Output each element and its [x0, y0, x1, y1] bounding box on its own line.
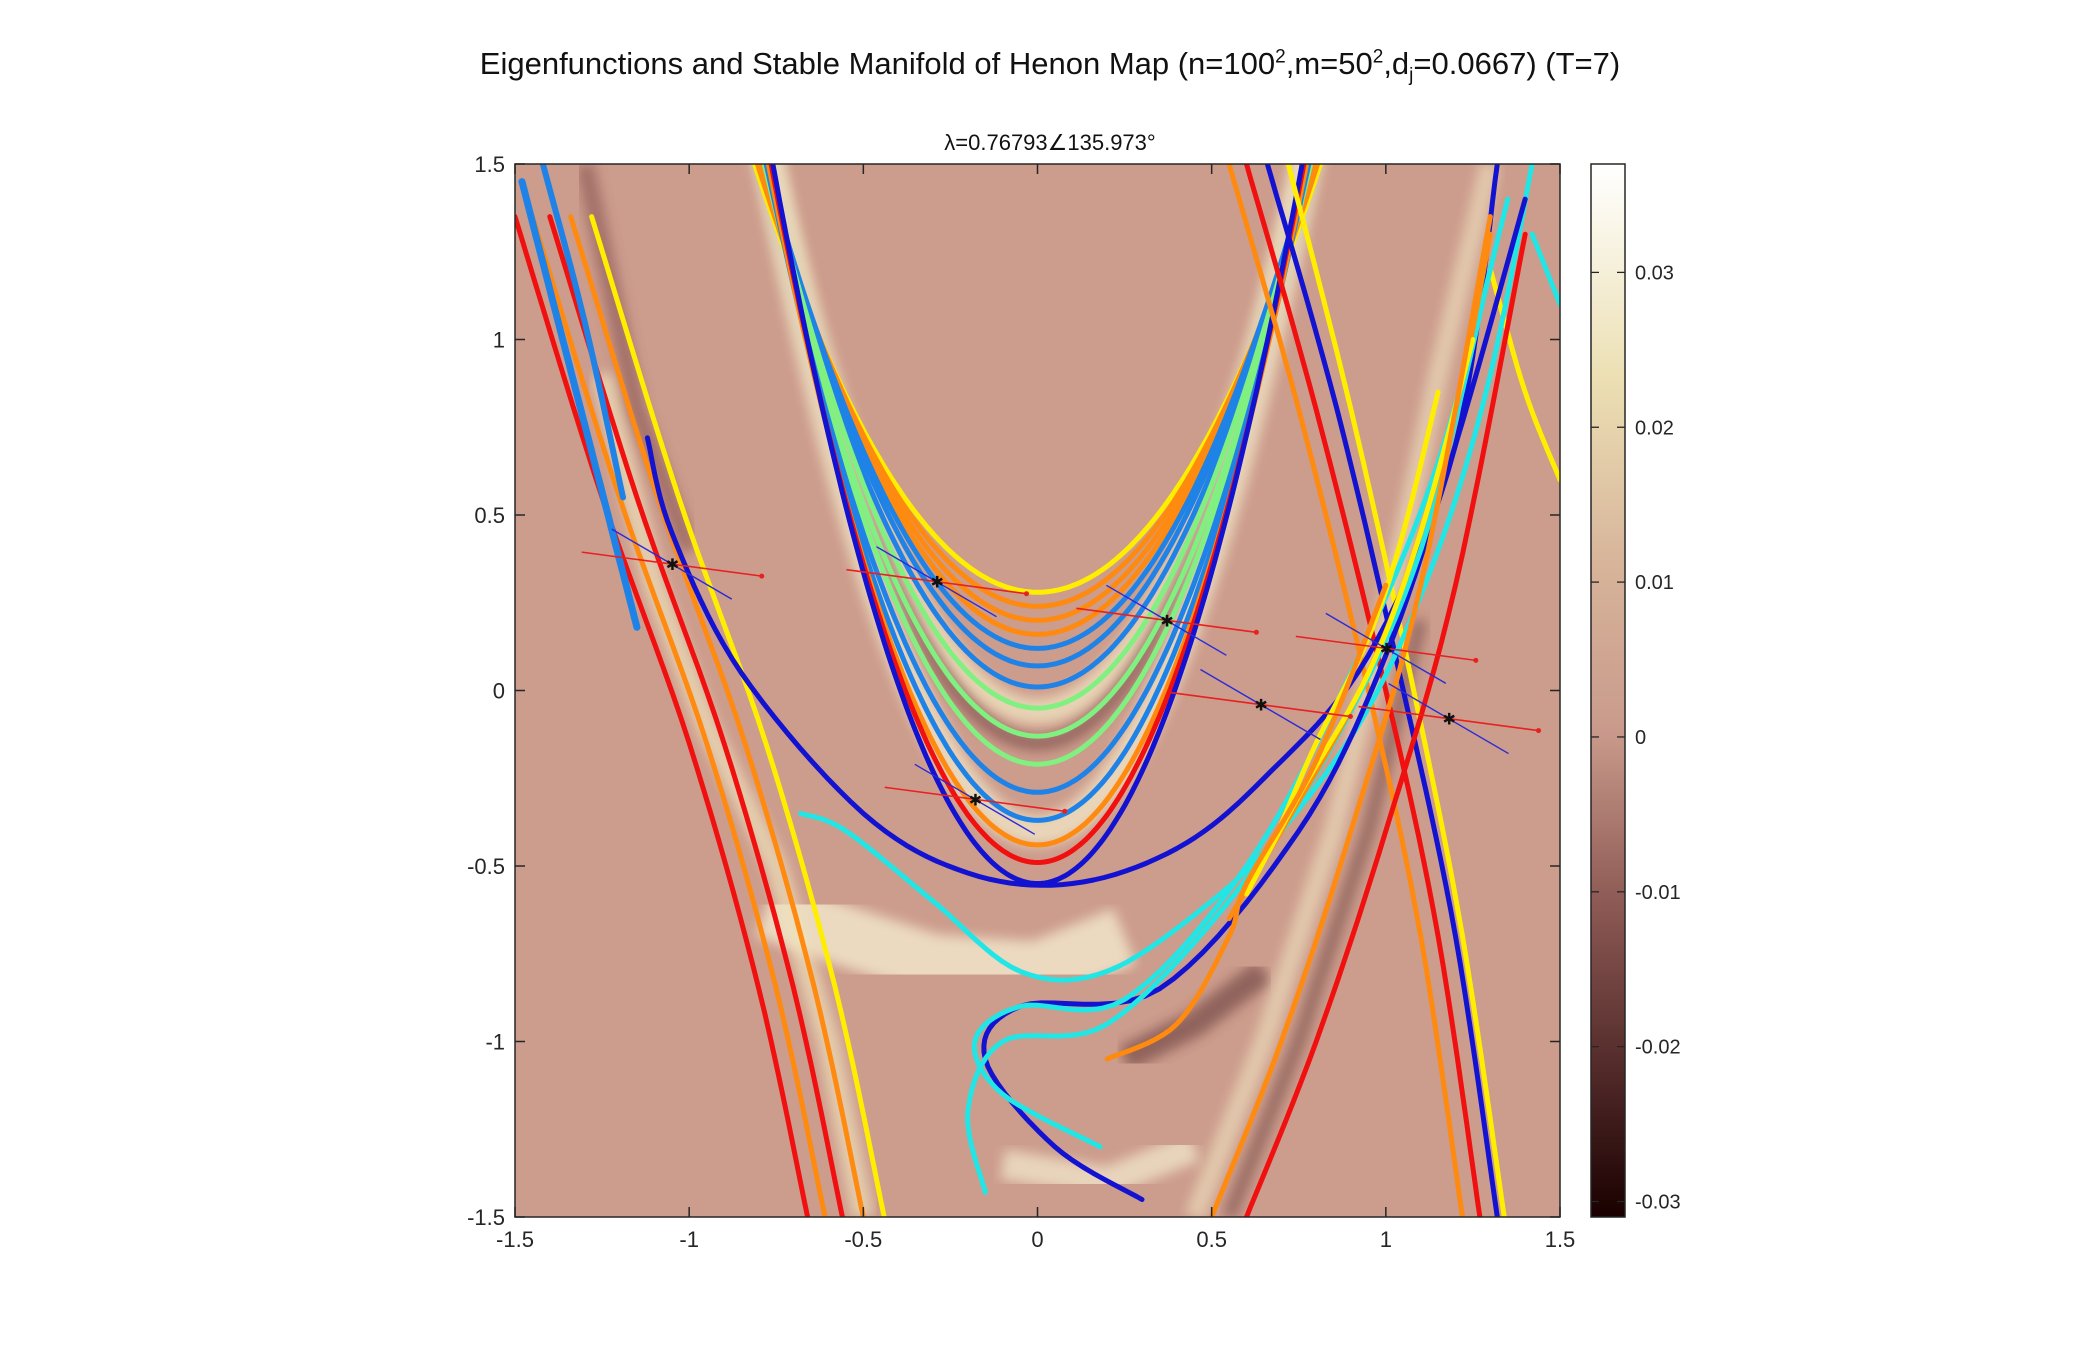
colorbar-tick-label: -0.02 [1635, 1037, 1681, 1059]
colorbar-tick-label: 0.02 [1635, 417, 1674, 439]
manifold-curve-parabola [761, 164, 1314, 739]
manifold-curve-parabola [763, 164, 1312, 690]
eigenvector-blue [876, 546, 997, 618]
x-tick-label: -1 [679, 1227, 699, 1252]
colorbar-gradient [1590, 163, 1626, 1218]
manifold-curve-left-blue [518, 178, 641, 631]
axes: -1.5 -1 -0.5 0 0.5 1 1.5 1.5 1 0.5 0 -0.5 -1 -1.5 [467, 152, 1575, 1252]
eigenvector-arrows: ✱ ✱ ✱ ✱ ✱ ✱ ✱ [581, 528, 1542, 835]
x-tick-label: -1.5 [496, 1227, 534, 1252]
heat-band-dark [1118, 960, 1272, 1071]
eigenvector-blue [1325, 612, 1447, 684]
x-tick-label: 0 [1031, 1227, 1043, 1252]
colorbar-tick-label: -0.01 [1635, 882, 1681, 904]
manifold-curve-right [1244, 164, 1483, 1217]
manifold-curve-parabola [764, 164, 1311, 823]
x-tick-label: 0.5 [1196, 1227, 1227, 1252]
manifold-curve-parabola [763, 164, 1312, 795]
manifold-curve-left [529, 214, 828, 1217]
manifold-curve-left [547, 214, 845, 1217]
manifold-curve-right [1529, 231, 1560, 307]
manifold-lobe [1104, 582, 1389, 1062]
manifold-curve-right [1285, 164, 1507, 1217]
manifold-curve-left-blue [539, 164, 626, 501]
y-tick-label: 1 [493, 328, 505, 353]
y-tick-label: -1 [485, 1030, 505, 1055]
x-tick-label: 1 [1380, 1227, 1392, 1252]
arrow-head [759, 573, 765, 579]
y-tick-label: -0.5 [467, 854, 505, 879]
y-tick-label: 0.5 [474, 503, 505, 528]
colorbar: 0.03 0.02 0.01 0 -0.01 -0.02 -0.03 [1590, 163, 1681, 1218]
fixed-point-marker: ✱ [1380, 641, 1393, 658]
fixed-point-marker: ✱ [1160, 613, 1173, 630]
colorbar-tick-label: 0 [1635, 727, 1646, 749]
fixed-point-marker: ✱ [969, 792, 982, 809]
y-tick-label: 0 [493, 679, 505, 704]
colorbar-tick-label: 0.01 [1635, 572, 1674, 594]
manifold-curve-left [515, 214, 811, 1217]
arrow-head [1062, 808, 1068, 814]
arrow-head [1023, 591, 1029, 597]
figure-title: Eigenfunctions and Stable Manifold of He… [479, 46, 1621, 87]
manifold-loop [971, 196, 1511, 1150]
fixed-point-marker: ✱ [666, 557, 679, 574]
manifold-curve-right [1264, 164, 1500, 1217]
arrow-head [1473, 657, 1479, 663]
fixed-point-marker: ✱ [1443, 712, 1456, 729]
manifold-curve-parabola [762, 164, 1313, 651]
manifold-curves [515, 164, 1560, 1217]
x-tick-label: -0.5 [844, 1227, 882, 1252]
arrow-head [1253, 629, 1259, 635]
eigenvector-blue [611, 528, 733, 600]
colorbar-tick-label: -0.03 [1635, 1192, 1681, 1214]
colorbar-tick-label: 0.03 [1635, 262, 1674, 284]
y-tick-label: -1.5 [467, 1205, 505, 1230]
arrow-head [1536, 728, 1542, 734]
manifold-curve-right [1209, 214, 1493, 1217]
arrow-head [1347, 714, 1353, 720]
manifold-curve-parabola [762, 164, 1313, 767]
eigenvector-blue [914, 763, 1036, 835]
x-tick-label: 1.5 [1545, 1227, 1576, 1252]
eigenvector-blue [1200, 668, 1321, 741]
manifold-curve-parabola [763, 164, 1312, 711]
manifold-loop [965, 266, 1493, 1195]
manifold-curve-right [1226, 164, 1465, 1217]
eigenvector-blue [1388, 682, 1509, 755]
manifold-curve-right [1487, 266, 1560, 483]
manifold-loop [798, 164, 1535, 983]
axes-subtitle: λ=0.76793∠135.973° [944, 130, 1156, 155]
manifold-curve-right [1244, 231, 1528, 1217]
manifold-curve-parabola [763, 164, 1312, 669]
eigenvector-blue [1106, 584, 1227, 656]
fixed-point-marker: ✱ [930, 575, 943, 592]
manifold-curve-left [589, 214, 887, 1217]
fixed-point-marker: ✱ [1254, 698, 1267, 715]
manifold-curve-left [568, 214, 866, 1217]
y-tick-label: 1.5 [474, 152, 505, 177]
